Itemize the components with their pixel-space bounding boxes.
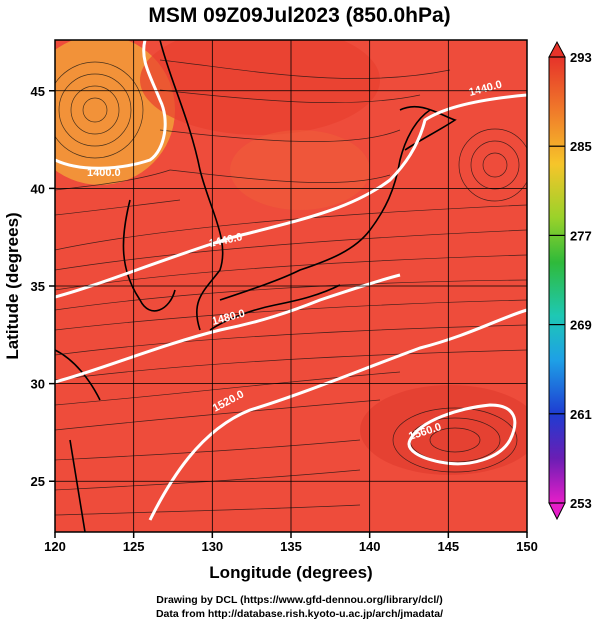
x-tick-label: 140 [359,539,381,554]
y-tick-label: 30 [31,377,45,392]
x-tick-label: 130 [201,539,223,554]
x-axis: 120 125 130 135 140 145 150 [44,532,538,554]
x-tick-label: 150 [516,539,538,554]
y-axis-label: Latitude (degrees) [3,212,22,359]
x-tick-label: 135 [280,539,302,554]
colorbar-tick-label: 253 [570,496,592,511]
x-tick-label: 145 [437,539,459,554]
gridlines [55,40,527,532]
y-axis: 45 40 35 30 25 [31,84,55,489]
colorbar-tick-label: 269 [570,318,592,333]
colorbar-tick-label: 285 [570,139,592,154]
height-contours [55,40,527,521]
colorbar-tick-label: 277 [570,228,592,243]
credit-drawing: Drawing by DCL (https://www.gfd-dennou.o… [156,594,443,606]
y-tick-label: 45 [31,84,45,99]
temperature-field: 1440.0 1400.0 1440.0 1480.0 1520.0 1560.… [55,40,527,532]
colorbar: 293 285 277 269 261 253 [548,40,592,521]
y-tick-label: 35 [31,279,45,294]
colorbar-tick-label: 261 [570,407,592,422]
map-title: MSM 09Z09Jul2023 (850.0hPa) [148,4,451,27]
x-tick-label: 120 [44,539,66,554]
y-tick-label: 40 [31,181,45,196]
colorbar-tick-label: 293 [570,50,592,65]
x-tick-label: 125 [123,539,145,554]
y-tick-label: 25 [31,474,45,489]
contour-label: 1400.0 [87,167,121,179]
credit-data: Data from http://database.rish.kyoto-u.a… [155,608,444,620]
coastlines [55,40,457,532]
x-axis-label: Longitude (degrees) [209,563,372,582]
